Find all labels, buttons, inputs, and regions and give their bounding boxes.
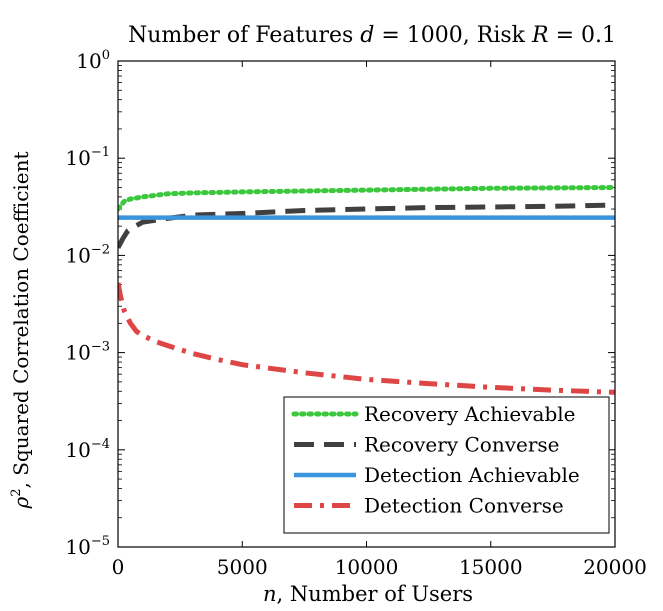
x-tick-label: 5000: [217, 555, 268, 579]
y-tick-label: 10−5: [65, 534, 110, 559]
legend-label: Detection Achievable: [364, 463, 580, 487]
legend-label: Recovery Converse: [364, 433, 560, 457]
x-axis-label: n, Number of Users: [263, 582, 473, 606]
series-line-4: [118, 282, 615, 395]
series-line-2: [118, 202, 615, 249]
y-tick-label: 10−2: [65, 242, 110, 267]
legend-label: Detection Converse: [364, 494, 564, 518]
chart-title: Number of Features d = 1000, Risk R = 0.…: [128, 23, 616, 48]
legend-label: Recovery Achievable: [364, 402, 576, 426]
x-tick-label: 0: [112, 555, 125, 579]
series-line-1: [118, 185, 615, 212]
y-tick-label: 10−1: [65, 145, 110, 170]
y-tick-label: 100: [76, 48, 110, 73]
y-axis-label: ρ2, Squared Correlation Coefficient: [9, 151, 33, 509]
series-layer: [118, 185, 615, 395]
plot-frame: [117, 60, 616, 548]
axis-tick-labels: 0 5000 10000 15000 20000 100 10−1 10−2 10−3 10−4 1…: [65, 48, 646, 579]
x-tick-label: 10000: [335, 555, 399, 579]
x-tick-label: 15000: [459, 555, 523, 579]
x-tick-label: 20000: [583, 555, 647, 579]
y-tick-label: 10−3: [65, 340, 110, 365]
legend: Recovery Achievable Recovery Converse Dete…: [283, 396, 610, 534]
y-tick-label: 10−4: [65, 437, 110, 462]
legend-box: [283, 396, 610, 534]
